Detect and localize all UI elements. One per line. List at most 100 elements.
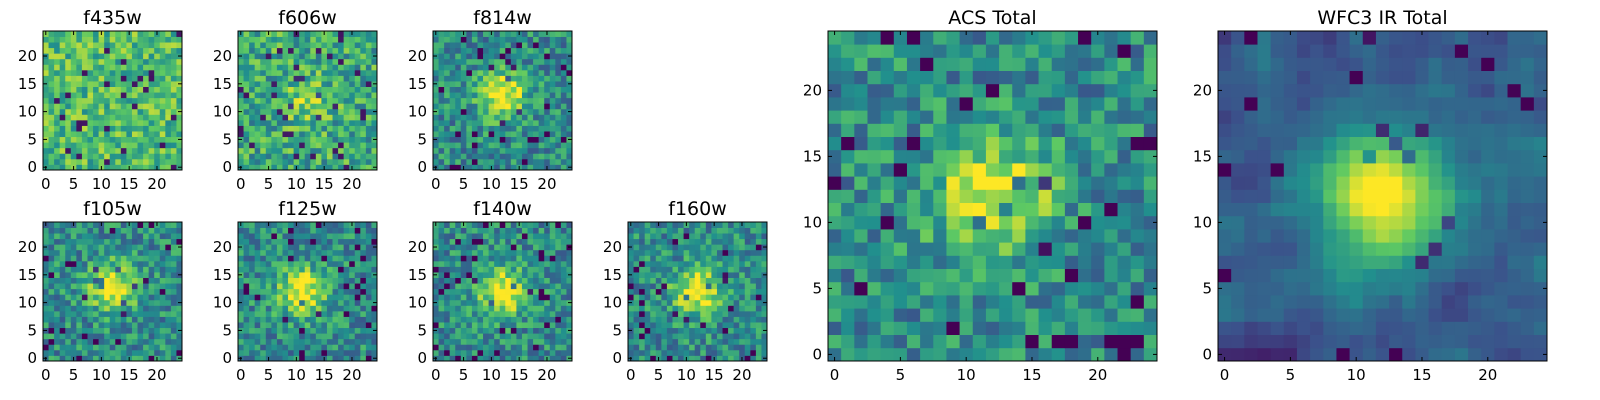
- heatmap-cell: [1143, 295, 1158, 309]
- heatmap-cell: [126, 42, 133, 49]
- heatmap-cell: [521, 97, 528, 104]
- heatmap-cell: [555, 147, 562, 154]
- heatmap-cell: [371, 255, 378, 262]
- heatmap-cell: [143, 277, 150, 284]
- heatmap-cell: [854, 281, 868, 296]
- heatmap-cell: [59, 249, 66, 256]
- heatmap-cell: [972, 189, 987, 203]
- heatmap-cell: [338, 86, 345, 93]
- heatmap-cell: [471, 277, 478, 284]
- heatmap-cell: [494, 316, 501, 323]
- heatmap-cell: [254, 136, 261, 143]
- heatmap-cell: [43, 131, 49, 138]
- heatmap-cell: [466, 244, 473, 251]
- heatmap-cell: [43, 305, 49, 312]
- x-tick-label: 20: [342, 175, 361, 193]
- heatmap-cell: [880, 268, 895, 283]
- heatmap-cell: [494, 108, 501, 115]
- heatmap-cell: [644, 344, 651, 351]
- heatmap-cell: [48, 260, 55, 267]
- heatmap-cell: [828, 242, 842, 256]
- heatmap-cell: [689, 322, 696, 329]
- heatmap-cell: [499, 222, 506, 228]
- heatmap-cell: [471, 69, 478, 76]
- heatmap-cell: [533, 86, 540, 93]
- heatmap-cell: [81, 69, 88, 76]
- heatmap-cell: [549, 142, 556, 149]
- heatmap-cell: [1051, 255, 1066, 269]
- heatmap-cell: [354, 227, 361, 234]
- heatmap-cell: [683, 260, 690, 267]
- heatmap-cell: [76, 108, 83, 115]
- heatmap-cell: [499, 349, 506, 356]
- heatmap-cell: [650, 338, 657, 345]
- heatmap-cell: [93, 81, 99, 87]
- heatmap-cell: [661, 244, 668, 251]
- heatmap-cell: [148, 266, 155, 273]
- heatmap-cell: [494, 103, 501, 110]
- heatmap-cell: [755, 283, 762, 290]
- heatmap-cell: [494, 47, 501, 54]
- heatmap-cell: [1091, 189, 1105, 203]
- heatmap-cell: [466, 283, 473, 290]
- heatmap-cell: [265, 103, 272, 110]
- heatmap-cell: [87, 42, 94, 49]
- heatmap-cell: [48, 81, 55, 87]
- heatmap-cell: [326, 338, 333, 345]
- heatmap-cell: [87, 283, 94, 290]
- heatmap-cell: [666, 322, 673, 329]
- heatmap-cell: [254, 316, 261, 323]
- heatmap-cell: [87, 355, 94, 362]
- heatmap-cell: [104, 153, 111, 160]
- heatmap-cell: [276, 131, 283, 138]
- heatmap-cell: [271, 338, 278, 345]
- heatmap-cell: [93, 338, 99, 345]
- heatmap-cell: [249, 222, 256, 228]
- heatmap-cell: [533, 31, 540, 37]
- heatmap-cell: [920, 229, 934, 243]
- heatmap-cell: [544, 97, 551, 104]
- heatmap-cell: [959, 334, 974, 349]
- heatmap-cell: [65, 119, 72, 126]
- heatmap-cell: [700, 227, 707, 234]
- heatmap-cell: [560, 283, 567, 290]
- heatmap-cell: [54, 58, 61, 65]
- heatmap-cell: [170, 75, 177, 82]
- heatmap-cell: [628, 277, 634, 284]
- x-tick-label: 20: [147, 366, 166, 384]
- heatmap-cell: [460, 244, 467, 251]
- heatmap-cell: [533, 299, 540, 306]
- heatmap-cell: [65, 233, 72, 240]
- heatmap-cell: [761, 316, 768, 323]
- heatmap-cell: [972, 242, 987, 256]
- heatmap-cell: [555, 333, 562, 340]
- heatmap-cell: [661, 227, 668, 234]
- heatmap-cell: [271, 142, 278, 149]
- heatmap-cell: [59, 64, 66, 71]
- heatmap-cell: [288, 69, 294, 76]
- heatmap-cell: [304, 305, 311, 312]
- heatmap-cell: [65, 36, 72, 43]
- heatmap-cell: [510, 344, 517, 351]
- heatmap-cell: [349, 131, 356, 138]
- heatmap-cell: [488, 53, 495, 60]
- heatmap-cell: [854, 229, 868, 243]
- heatmap-cell: [920, 163, 934, 177]
- heatmap-cell: [354, 103, 361, 110]
- heatmap-cell: [750, 344, 757, 351]
- heatmap-cell: [1078, 202, 1092, 217]
- heatmap-cell: [326, 86, 333, 93]
- heatmap-cell: [310, 119, 317, 126]
- heatmap-cell: [321, 260, 328, 267]
- heatmap-cell: [104, 344, 111, 351]
- heatmap-cell: [98, 64, 105, 71]
- heatmap-cell: [477, 249, 484, 256]
- heatmap-cell: [249, 131, 256, 138]
- heatmap-cell: [59, 47, 66, 54]
- heatmap-cell: [76, 47, 83, 54]
- heatmap-cell: [483, 69, 489, 76]
- heatmap-cell: [360, 277, 367, 284]
- heatmap-cell: [711, 294, 718, 301]
- heatmap-cell: [354, 238, 361, 245]
- heatmap-cell: [460, 249, 467, 256]
